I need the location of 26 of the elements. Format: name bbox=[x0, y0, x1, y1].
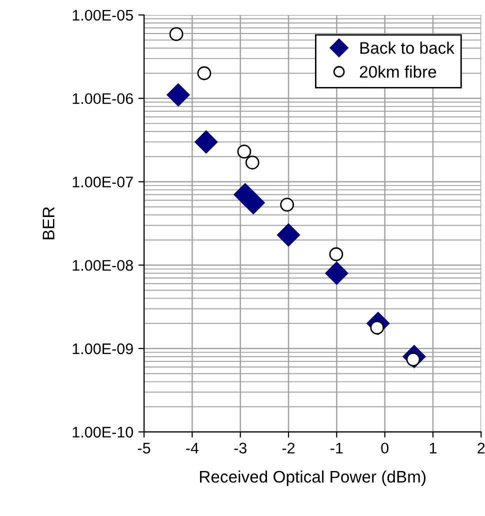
x-tick-label: -2 bbox=[282, 442, 295, 454]
x-tick-label: -3 bbox=[234, 442, 246, 454]
x-axis-title: Received Optical Power (dBm) bbox=[200, 470, 426, 486]
x-tick-label: 2 bbox=[478, 442, 485, 454]
x-tick-label: 0 bbox=[381, 442, 388, 454]
point bbox=[242, 191, 265, 214]
y-tick-label: 1.00E-10 bbox=[72, 426, 134, 438]
y-tick-label: 1.00E-09 bbox=[72, 343, 133, 354]
x-tick-label: -4 bbox=[186, 442, 199, 454]
x-tick-label: -5 bbox=[138, 442, 150, 454]
x-tick-label: -1 bbox=[330, 442, 343, 454]
y-tick-label: 1.00E-08 bbox=[72, 260, 133, 271]
point bbox=[166, 83, 190, 106]
point bbox=[329, 247, 344, 262]
y-axis-title: BER bbox=[42, 207, 54, 240]
y-tick-label: 1.00E-07 bbox=[72, 176, 133, 188]
point bbox=[325, 262, 348, 285]
y-tick-label: 1.00E-06 bbox=[72, 93, 133, 104]
point bbox=[194, 130, 218, 154]
x-tick-label: 1 bbox=[430, 442, 436, 454]
legend-label: 20km fibre bbox=[360, 66, 436, 78]
point bbox=[280, 198, 294, 212]
point bbox=[277, 223, 300, 246]
y-tick-label: 1.00E-05 bbox=[72, 10, 133, 21]
point bbox=[197, 66, 212, 80]
legend-label: Back to back bbox=[360, 42, 454, 54]
